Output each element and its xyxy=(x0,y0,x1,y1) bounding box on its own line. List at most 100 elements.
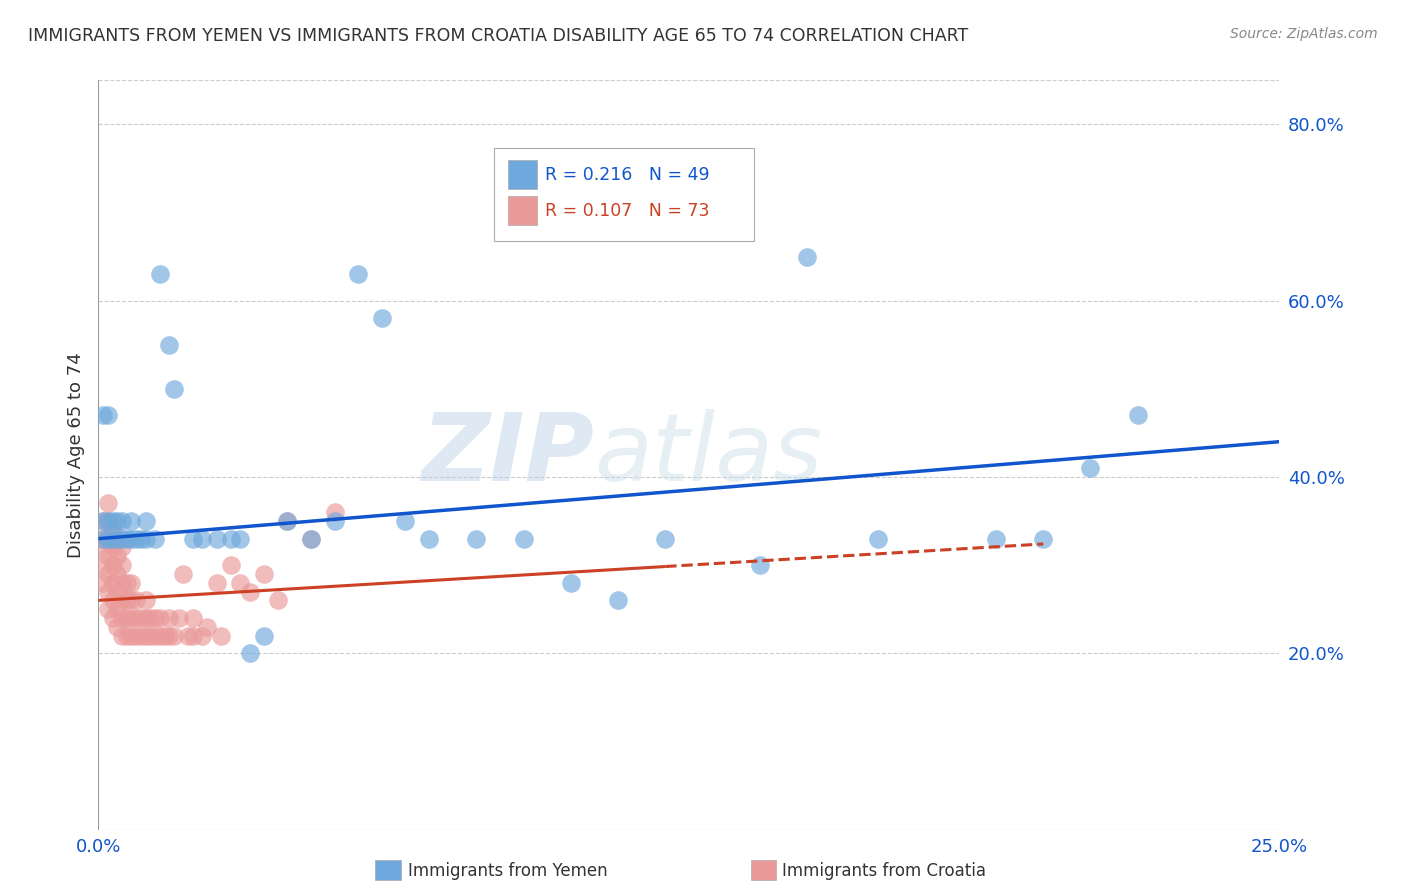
Point xyxy=(253,566,276,581)
Text: ZIP: ZIP xyxy=(422,409,595,501)
Point xyxy=(125,611,148,625)
Point xyxy=(323,514,346,528)
Y-axis label: Disability Age 65 to 74: Disability Age 65 to 74 xyxy=(66,352,84,558)
Point xyxy=(163,382,186,396)
Point xyxy=(748,558,770,573)
Point xyxy=(135,629,157,643)
Text: Immigrants from Yemen: Immigrants from Yemen xyxy=(408,862,607,880)
Point xyxy=(157,629,180,643)
Point xyxy=(111,611,134,625)
Point xyxy=(267,593,290,607)
Point xyxy=(299,532,322,546)
Point xyxy=(129,629,152,643)
Point xyxy=(101,532,124,546)
Point xyxy=(418,532,440,546)
FancyBboxPatch shape xyxy=(494,148,754,242)
Point xyxy=(115,593,138,607)
Point xyxy=(149,611,172,625)
Point xyxy=(105,620,128,634)
Point xyxy=(91,514,114,528)
Point xyxy=(101,523,124,537)
Point xyxy=(125,532,148,546)
Point xyxy=(115,575,138,590)
Point xyxy=(97,602,120,616)
FancyBboxPatch shape xyxy=(508,196,537,225)
Point xyxy=(984,532,1007,546)
Point xyxy=(91,409,114,423)
Point xyxy=(866,532,889,546)
Point xyxy=(276,514,298,528)
Point xyxy=(91,558,114,573)
Point xyxy=(172,566,194,581)
Point xyxy=(299,532,322,546)
Point xyxy=(205,532,228,546)
Point xyxy=(121,593,143,607)
Point xyxy=(253,629,276,643)
Point xyxy=(219,558,242,573)
Point xyxy=(105,549,128,564)
Point xyxy=(105,532,128,546)
Point xyxy=(163,629,186,643)
Point xyxy=(121,575,143,590)
Point xyxy=(111,541,134,555)
Point xyxy=(101,575,124,590)
FancyBboxPatch shape xyxy=(508,161,537,189)
Point xyxy=(143,629,166,643)
Point xyxy=(239,584,262,599)
Point xyxy=(125,629,148,643)
Point xyxy=(115,532,138,546)
Text: atlas: atlas xyxy=(595,409,823,500)
Text: R = 0.216   N = 49: R = 0.216 N = 49 xyxy=(546,166,710,184)
Point xyxy=(121,532,143,546)
Point xyxy=(1126,409,1149,423)
Point xyxy=(153,629,176,643)
Point xyxy=(121,514,143,528)
Point xyxy=(121,629,143,643)
Text: R = 0.107   N = 73: R = 0.107 N = 73 xyxy=(546,202,710,219)
Point xyxy=(177,629,200,643)
Point xyxy=(97,496,120,510)
Point xyxy=(97,514,120,528)
Point xyxy=(111,514,134,528)
Point xyxy=(394,514,416,528)
Point xyxy=(229,575,252,590)
Point xyxy=(181,629,204,643)
Text: Source: ZipAtlas.com: Source: ZipAtlas.com xyxy=(1230,27,1378,41)
Point xyxy=(219,532,242,546)
Point xyxy=(149,267,172,281)
Point xyxy=(125,593,148,607)
Point xyxy=(191,532,214,546)
Point xyxy=(129,611,152,625)
Point xyxy=(115,611,138,625)
Point xyxy=(149,629,172,643)
Point xyxy=(512,532,534,546)
Point xyxy=(323,505,346,519)
Point xyxy=(181,611,204,625)
Point xyxy=(191,629,214,643)
Point xyxy=(111,558,134,573)
Point xyxy=(105,584,128,599)
Point xyxy=(654,532,676,546)
Point xyxy=(135,514,157,528)
Point xyxy=(371,311,394,326)
Point xyxy=(105,532,128,546)
Point xyxy=(135,532,157,546)
Point xyxy=(101,593,124,607)
Point xyxy=(101,541,124,555)
Point xyxy=(101,514,124,528)
Point xyxy=(91,575,114,590)
Point xyxy=(97,514,120,528)
Point xyxy=(465,532,488,546)
Point xyxy=(105,566,128,581)
Point xyxy=(111,629,134,643)
Point xyxy=(229,532,252,546)
Point xyxy=(560,575,582,590)
Point xyxy=(139,629,162,643)
Point xyxy=(115,629,138,643)
Point xyxy=(195,620,218,634)
Point xyxy=(97,532,120,546)
Point xyxy=(97,549,120,564)
Point xyxy=(1080,461,1102,475)
Point xyxy=(111,593,134,607)
Point xyxy=(143,611,166,625)
